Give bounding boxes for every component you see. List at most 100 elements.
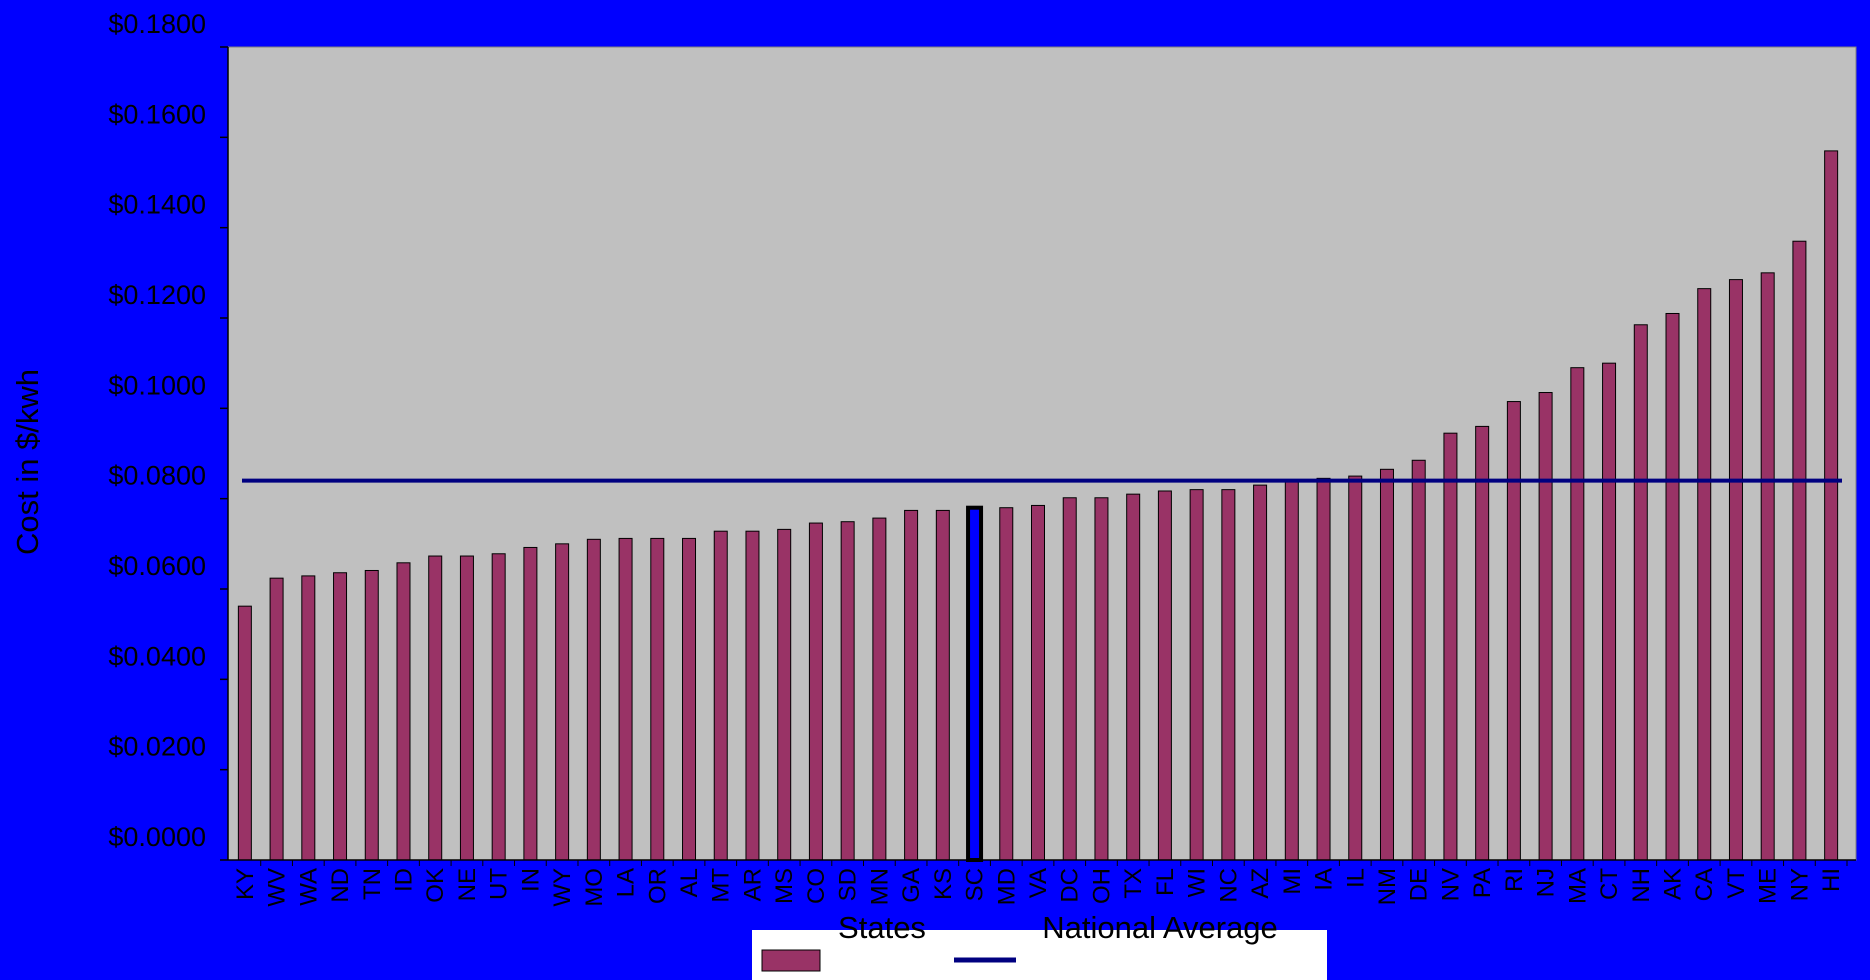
x-tick-label-sd: SD xyxy=(835,868,862,901)
bar-sd xyxy=(840,521,855,861)
y-tick-label: $0.0400 xyxy=(108,641,206,671)
y-tick-label: $0.0000 xyxy=(108,822,206,852)
x-tick-label-id: ID xyxy=(390,868,417,892)
x-tick-label-vt: VT xyxy=(1723,868,1750,899)
x-tick-label-or: OR xyxy=(644,868,671,904)
x-tick-label-pa: PA xyxy=(1469,868,1496,898)
x-tick-label-nv: NV xyxy=(1437,868,1464,901)
x-tick-label-nm: NM xyxy=(1374,868,1401,905)
x-tick-label-hi: HI xyxy=(1818,868,1845,892)
bar-ca xyxy=(1697,288,1712,861)
x-tick-label-mi: MI xyxy=(1279,868,1306,895)
y-axis: $0.0000 $0.0200 $0.0400 $0.0600 $0.0800 $0.10… xyxy=(108,9,229,861)
bar-ar xyxy=(745,530,760,861)
y-tick-label: $0.1400 xyxy=(108,190,206,220)
bar-ny xyxy=(1792,240,1807,861)
bar-nh xyxy=(1633,324,1648,861)
y-tick-label: $0.1000 xyxy=(108,370,206,400)
bar-mt xyxy=(713,530,728,861)
y-tick-label: $0.0600 xyxy=(108,551,206,581)
bar-de xyxy=(1411,459,1426,861)
x-tick-label-in: IN xyxy=(517,868,544,892)
x-tick-label-ne: NE xyxy=(454,868,481,901)
bar-ms xyxy=(777,528,792,861)
bar-la xyxy=(618,537,633,861)
bar-hi xyxy=(1824,150,1839,861)
y-tick-label: $0.0200 xyxy=(108,732,206,762)
bar-ct xyxy=(1602,362,1617,861)
x-tick-label-nh: NH xyxy=(1628,868,1655,903)
bar-wi xyxy=(1189,489,1204,861)
bar-ne xyxy=(459,555,474,861)
y-tick-label: $0.1200 xyxy=(108,280,206,310)
bar-wa xyxy=(301,575,316,861)
x-tick-label-de: DE xyxy=(1406,868,1433,901)
bar-or xyxy=(650,537,665,861)
x-tick-label-wi: WI xyxy=(1184,868,1211,897)
legend-label-national-average: National Average xyxy=(1042,910,1278,945)
x-tick-label-ms: MS xyxy=(771,868,798,904)
bar-tn xyxy=(364,569,379,861)
bar-wv xyxy=(269,577,284,861)
x-tick-label-nd: ND xyxy=(327,868,354,903)
bar-fl xyxy=(1157,490,1172,861)
x-tick-label-ca: CA xyxy=(1691,868,1718,901)
x-tick-label-ia: IA xyxy=(1311,868,1338,891)
x-tick-label-ma: MA xyxy=(1564,868,1591,904)
bar-nv xyxy=(1443,432,1458,861)
x-tick-label-az: AZ xyxy=(1247,868,1274,899)
bar-ok xyxy=(428,555,443,861)
bar-nc xyxy=(1221,489,1236,861)
x-tick-label-dc: DC xyxy=(1057,868,1084,903)
bar-az xyxy=(1253,484,1268,861)
x-tick-label-ok: OK xyxy=(422,868,449,903)
x-tick-label-wv: WV xyxy=(264,868,291,907)
bar-in xyxy=(523,546,538,861)
bar-ri xyxy=(1506,401,1521,861)
x-tick-label-md: MD xyxy=(993,868,1020,905)
legend-swatch-states xyxy=(761,949,821,972)
bar-va xyxy=(1031,504,1045,861)
bar-wy xyxy=(555,543,570,861)
bars xyxy=(237,150,1839,862)
y-tick-label: $0.1600 xyxy=(108,99,206,129)
x-tick-label-tn: TN xyxy=(359,868,386,900)
legend-label-states: States xyxy=(838,910,926,945)
x-tick-label-il: IL xyxy=(1342,868,1369,888)
bar-mn xyxy=(872,517,887,861)
bar-me xyxy=(1760,272,1775,861)
legend: States National Average xyxy=(752,910,1327,980)
bar-il xyxy=(1348,475,1363,861)
x-tick-label-ct: CT xyxy=(1596,868,1623,900)
bar-ak xyxy=(1665,312,1680,861)
x-axis: KY WV WA ND TN ID OK NE UT IN WY MO LA OR AL MT AR MS CO SD… xyxy=(228,859,1856,907)
bar-vt xyxy=(1728,279,1743,861)
bar-md xyxy=(999,507,1014,861)
bar-ut xyxy=(491,553,506,861)
bar-mo xyxy=(586,538,601,861)
bar-pa xyxy=(1475,425,1490,861)
x-tick-label-wa: WA xyxy=(295,868,322,906)
x-tick-label-mn: MN xyxy=(866,868,893,905)
x-tick-label-al: AL xyxy=(676,868,703,897)
x-tick-label-wy: WY xyxy=(549,868,576,907)
bar-al xyxy=(682,537,697,861)
x-tick-label-ky: KY xyxy=(232,868,259,900)
bar-nm xyxy=(1379,468,1394,861)
bar-tx xyxy=(1126,493,1141,861)
x-tick-label-fl: FL xyxy=(1152,868,1179,896)
bar-nj xyxy=(1538,392,1553,861)
bar-co xyxy=(808,522,823,861)
x-tick-label-oh: OH xyxy=(1088,868,1115,904)
bar-nd xyxy=(333,572,348,861)
x-tick-label-ga: GA xyxy=(898,868,925,903)
y-axis-title: Cost in $/kwh xyxy=(10,369,45,555)
y-tick-label: $0.0800 xyxy=(108,461,206,491)
bar-ma xyxy=(1570,367,1585,861)
bar-dc xyxy=(1062,497,1077,861)
bar-ga xyxy=(904,509,919,861)
x-tick-label-me: ME xyxy=(1755,868,1782,904)
bar-ia xyxy=(1316,477,1331,861)
